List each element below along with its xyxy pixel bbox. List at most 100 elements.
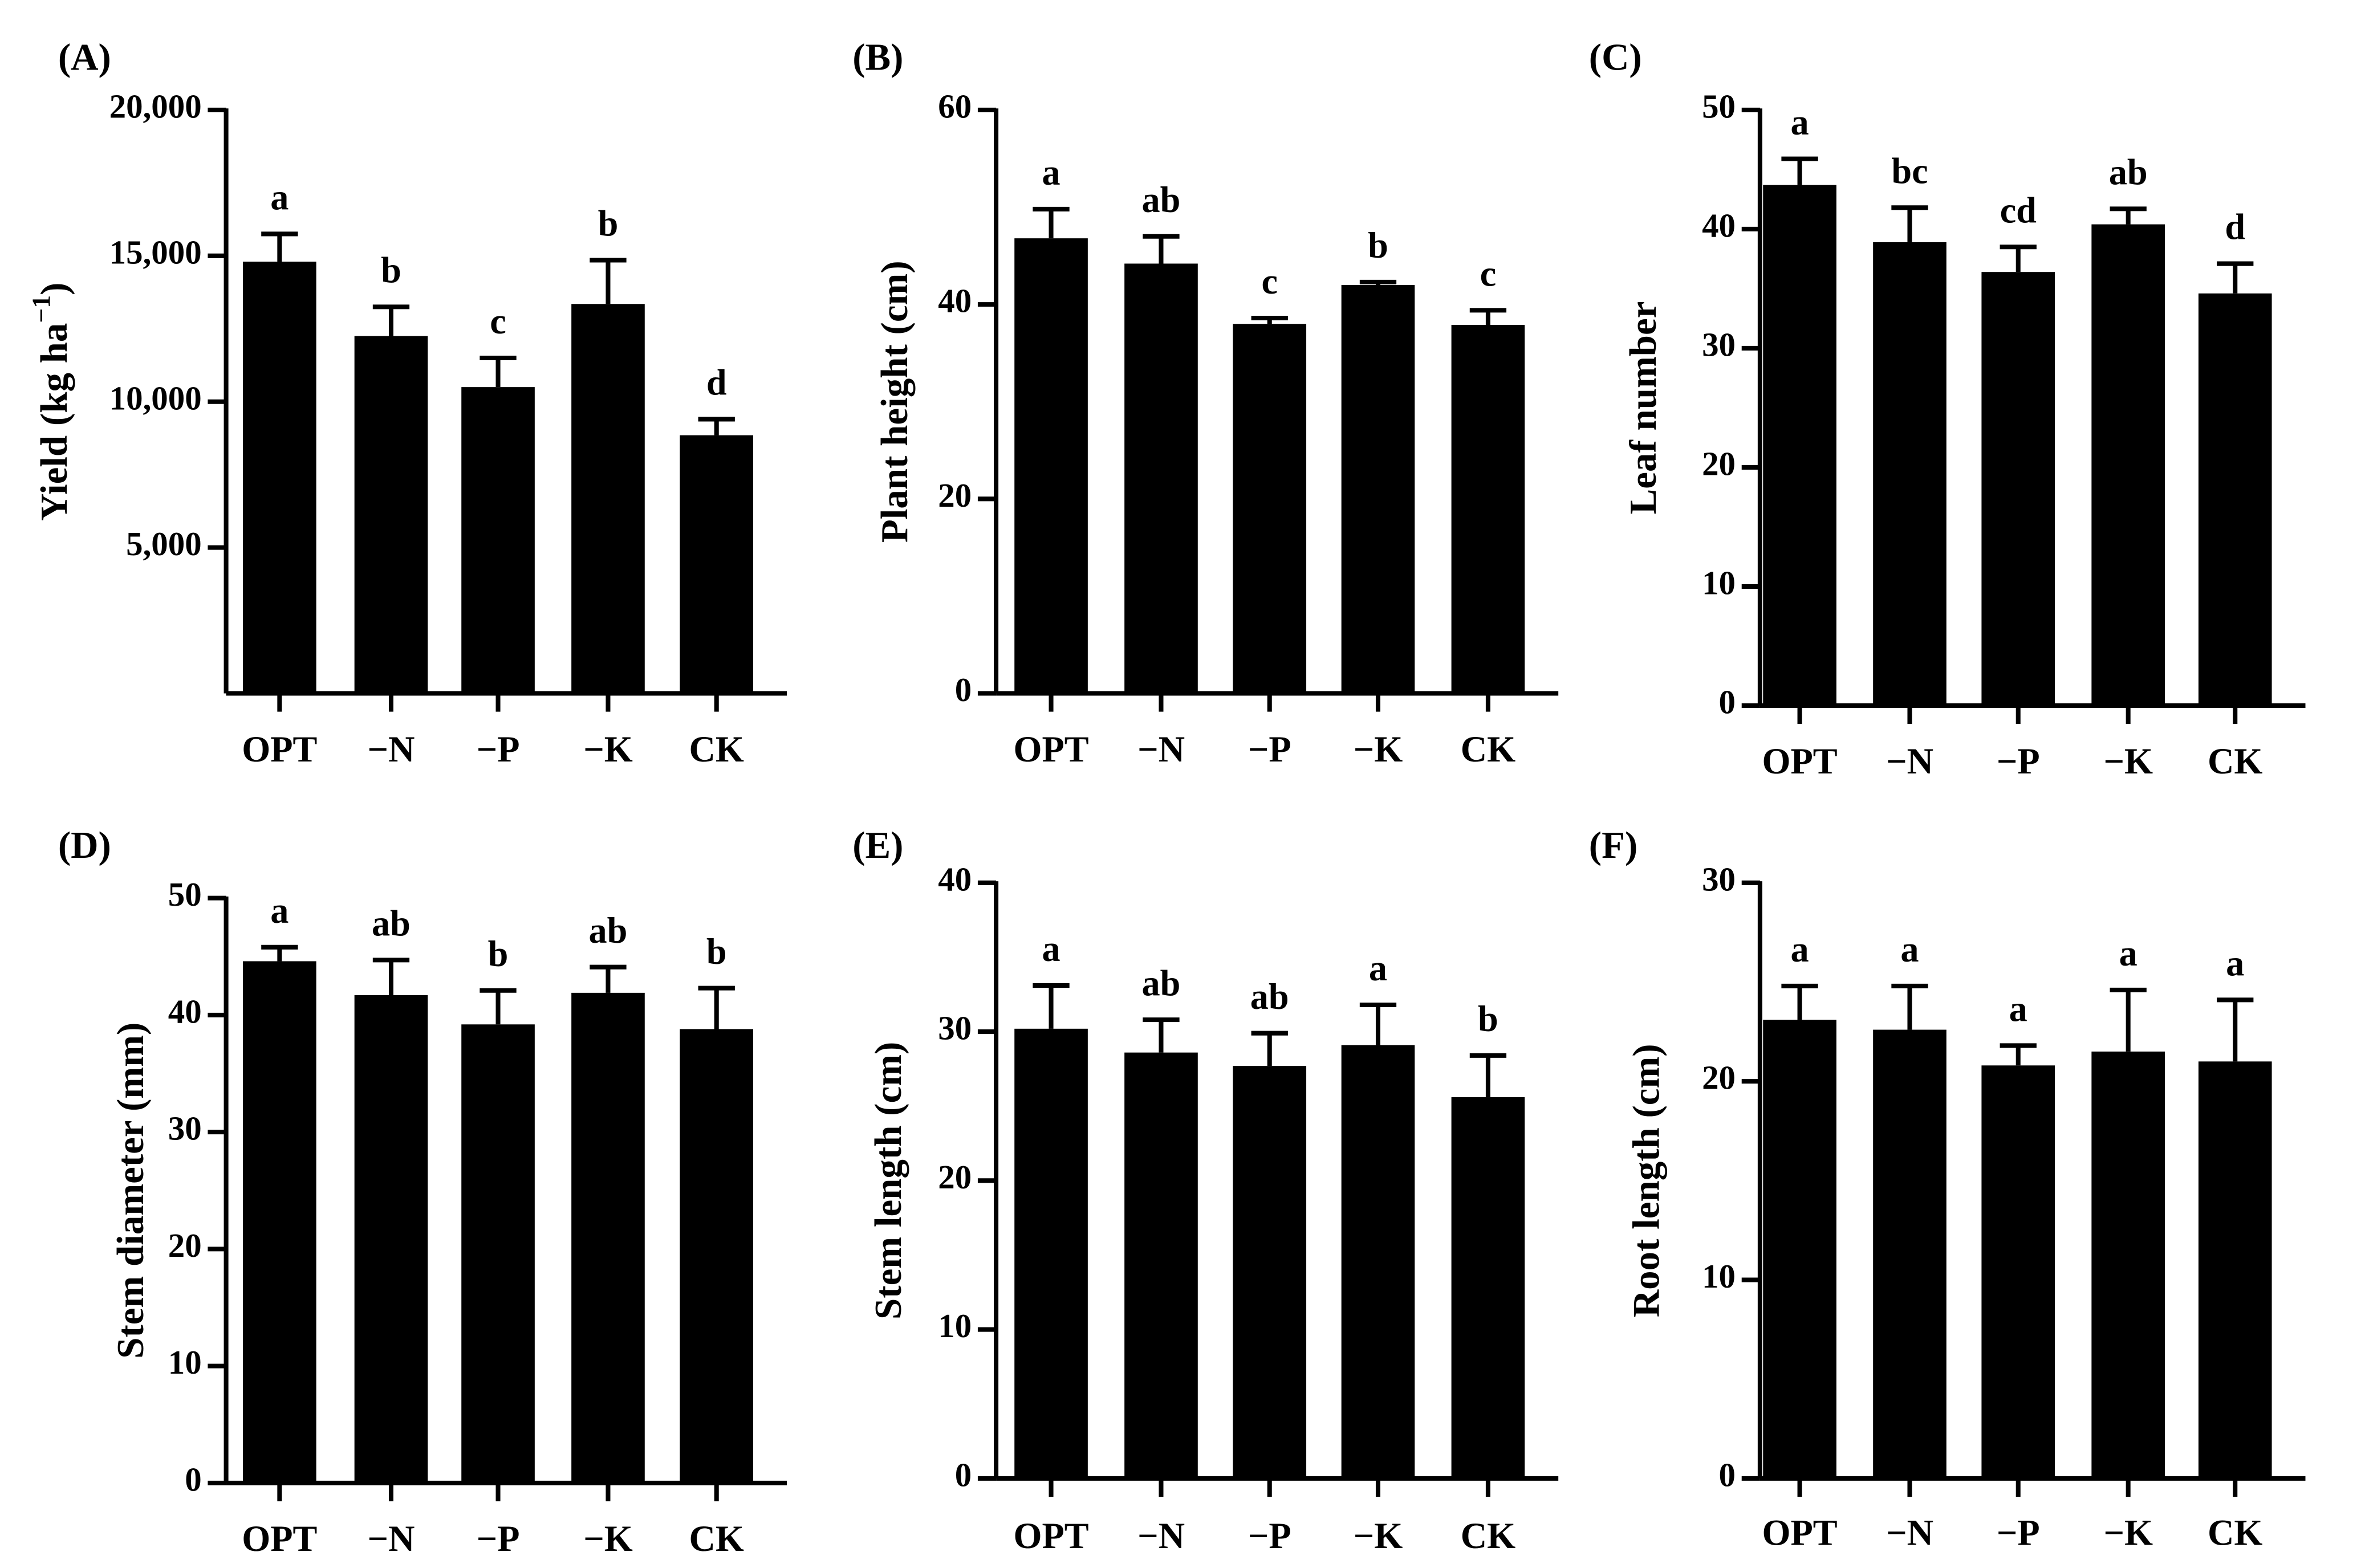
y-tick-label: 40 <box>1702 206 1736 244</box>
significance-letter: a <box>1042 928 1060 969</box>
bar <box>571 304 645 694</box>
chart-panel-5: (E)Stem length (cm)010203040aOPTab−Nab−P… <box>852 824 1559 1556</box>
y-axis-label-superscript: −1 <box>27 295 56 323</box>
significance-letter: a <box>2119 933 2138 974</box>
x-tick-label: −K <box>583 1518 633 1559</box>
panel-label: (D) <box>58 824 111 866</box>
x-tick-label: OPT <box>1762 741 1837 781</box>
bar <box>2091 1051 2165 1479</box>
significance-letter: a <box>2009 989 2027 1029</box>
x-tick-label: CK <box>689 1518 743 1559</box>
significance-letter: b <box>488 934 509 974</box>
y-tick-label: 0 <box>1719 1456 1736 1493</box>
x-tick-label: CK <box>689 729 743 769</box>
bar <box>1014 1028 1088 1479</box>
bar <box>1341 285 1415 694</box>
bar <box>680 1029 754 1483</box>
bar <box>354 336 428 694</box>
y-tick-label: 40 <box>938 282 972 320</box>
x-tick-label: −K <box>2103 1512 2153 1553</box>
x-tick-label: CK <box>2208 1512 2262 1553</box>
significance-letter: b <box>1368 225 1388 266</box>
y-tick-label: 20 <box>938 1158 972 1196</box>
panel-label: (B) <box>852 36 903 79</box>
chart-panel-1: (A) Yield (kg ha−1) 5,000 10,000 15,000 20,00… <box>27 36 787 769</box>
x-tick-label: −N <box>1886 1512 1933 1553</box>
x-tick-label: OPT <box>242 1518 317 1559</box>
x-tick-label: OPT <box>1762 1512 1837 1553</box>
y-tick-label: 0 <box>955 1456 972 1493</box>
y-tick-label: 0 <box>955 671 972 708</box>
significance-letter: a <box>1900 929 1919 970</box>
y-tick-label: 20,000 <box>109 87 202 125</box>
significance-letter: ab <box>372 903 411 944</box>
x-tick-label: CK <box>1461 1516 1515 1556</box>
bar <box>1873 1029 1947 1479</box>
y-tick-label: 60 <box>938 87 972 125</box>
panel-label: (A) <box>58 36 111 79</box>
bar <box>2198 1061 2272 1479</box>
x-tick-label: −K <box>1354 1516 1403 1556</box>
x-tick-label: −K <box>2103 741 2153 781</box>
bar <box>243 262 316 694</box>
bar <box>1233 324 1307 694</box>
significance-letter: a <box>1790 102 1809 142</box>
y-tick-label: 5,000 <box>126 525 202 563</box>
y-axis-label-suffix: ) <box>33 283 75 295</box>
x-tick-label: −N <box>367 729 415 769</box>
significance-letter: d <box>706 363 727 403</box>
x-tick-label: −P <box>1248 1516 1291 1556</box>
significance-letter: d <box>2225 207 2245 247</box>
x-tick-label: −N <box>367 1518 415 1559</box>
significance-letter: ab <box>1250 976 1289 1017</box>
y-tick-label: 10 <box>168 1343 202 1381</box>
bar <box>2091 224 2165 706</box>
y-tick-label: 15,000 <box>109 233 202 271</box>
y-tick-label: 20 <box>938 476 972 514</box>
x-tick-label: −P <box>1248 729 1291 769</box>
bar <box>1763 1020 1836 1479</box>
y-tick-label: 40 <box>168 992 202 1030</box>
y-tick-label: 40 <box>938 860 972 898</box>
bar <box>354 995 428 1483</box>
bar <box>243 961 316 1483</box>
x-tick-label: CK <box>1461 729 1515 769</box>
bar <box>1763 185 1836 706</box>
y-tick-label: 20 <box>1702 445 1736 482</box>
x-tick-label: −K <box>1354 729 1403 769</box>
y-tick-label: 10 <box>1702 1257 1736 1295</box>
y-tick-label: 50 <box>168 875 202 913</box>
bar <box>1873 242 1947 706</box>
significance-letter: a <box>1042 152 1060 193</box>
significance-letter: a <box>2226 943 2244 983</box>
bar <box>680 435 754 694</box>
y-tick-label: 20 <box>168 1227 202 1264</box>
chart-panel-3: (C) Leaf number 0 10 20 30 40 50 a OPT bc −N cd −P ab −… <box>1589 36 2306 781</box>
chart-panel-6: (F) Root length (cm) 0 10 20 30 a OPT a −N a −P a −K a… <box>1589 824 2306 1553</box>
bar <box>1451 324 1525 694</box>
y-axis-label: Leaf number <box>1622 302 1664 515</box>
y-axis-label: Stem diameter (mm) <box>109 1023 152 1359</box>
significance-letter: ab <box>1142 180 1181 220</box>
x-tick-label: −P <box>1997 741 2040 781</box>
y-tick-label: 10,000 <box>109 379 202 417</box>
bar <box>1233 1066 1307 1479</box>
y-axis-label: Stem length (cm) <box>867 1042 909 1319</box>
significance-letter: c <box>1480 253 1497 294</box>
bar <box>1014 238 1088 694</box>
y-tick-label: 30 <box>1702 325 1736 363</box>
x-tick-label: −K <box>583 729 633 769</box>
bar <box>1124 263 1198 694</box>
x-tick-label: OPT <box>1013 729 1088 769</box>
significance-letter: ab <box>589 910 628 951</box>
x-tick-label: −P <box>1997 1512 2040 1553</box>
bar <box>1341 1045 1415 1479</box>
significance-letter: ab <box>2109 152 2148 193</box>
significance-letter: c <box>490 301 506 341</box>
y-tick-label: 0 <box>1719 683 1736 721</box>
y-tick-label: 10 <box>1702 564 1736 601</box>
x-tick-label: OPT <box>1013 1516 1088 1556</box>
y-axis-label: Root length (cm) <box>1625 1044 1667 1317</box>
bar <box>1124 1052 1198 1479</box>
